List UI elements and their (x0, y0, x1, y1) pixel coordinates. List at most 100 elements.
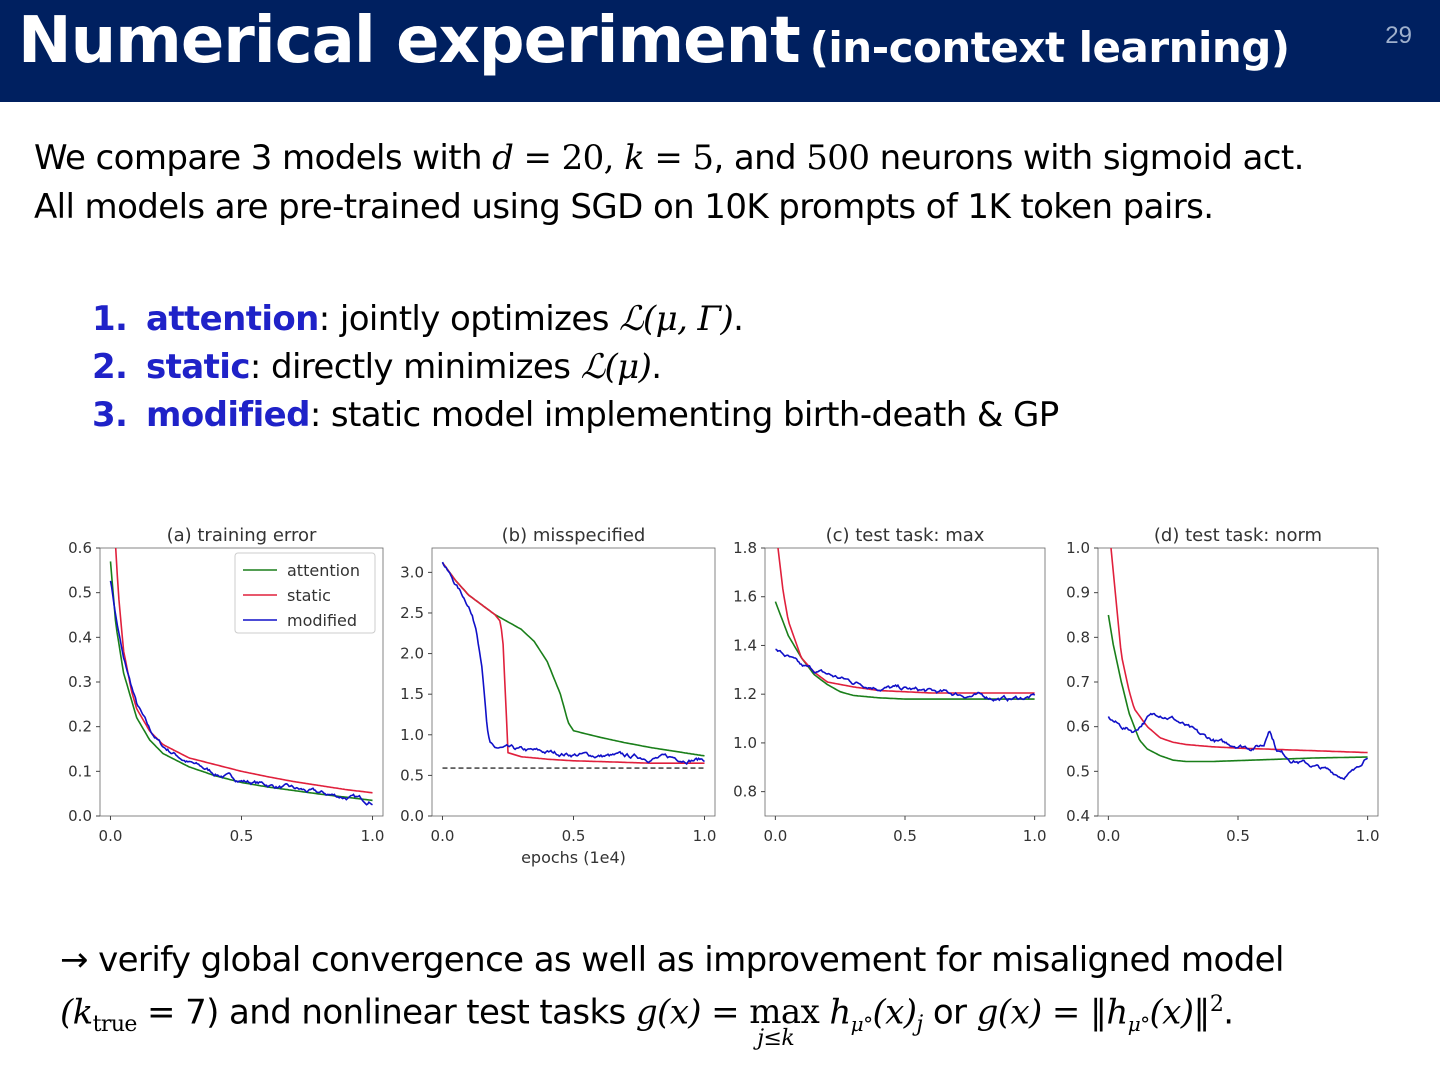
math-h: h (819, 992, 851, 1033)
x-tick-label: 0.5 (230, 827, 254, 845)
x-tick-label: 1.0 (693, 827, 717, 845)
math-sub-true: true (92, 1012, 138, 1038)
math-norm-arg: (x)‖ (1149, 992, 1211, 1033)
x-tick-label: 0.0 (99, 827, 123, 845)
chart-figure: (a) training error 0.0 0.5 1.0 0.0 0.1 0.2 0.3 0… (68, 525, 1380, 867)
y-tick-label: 1.0 (400, 726, 424, 744)
intro-line-1: We compare 3 models with d = 20, k = 5, … (34, 138, 1304, 178)
math-eq-5: = 5 (644, 138, 714, 178)
model-number: 2. (92, 347, 128, 387)
y-tick-label: 0.8 (733, 783, 757, 801)
title-bar: Numerical experiment (in-context learning… (0, 0, 1440, 102)
y-tick-label: 0.7 (1066, 673, 1090, 691)
y-tick-label: 0.9 (1066, 584, 1090, 602)
intro-text-a: We compare 3 models with (34, 138, 493, 178)
legend-label-modified: modified (287, 611, 357, 630)
math-h-sub: μ° (850, 1012, 873, 1037)
y-tick-label: 0.8 (1066, 628, 1090, 646)
conclusion-line-1: → verify global convergence as well as i… (60, 940, 1284, 980)
y-tick-label: 0.5 (68, 584, 92, 602)
y-tick-label: 0.5 (400, 766, 424, 784)
model-number: 3. (92, 395, 128, 435)
slide-title-main: Numerical experiment (18, 4, 801, 78)
model-item-attention: 1. attention: jointly optimizes ℒ(μ, Γ). (92, 299, 744, 339)
series-line-modified (1107, 712, 1369, 781)
y-tick-label: 1.0 (733, 734, 757, 752)
y-tick-label: 0.0 (68, 807, 92, 825)
model-desc: : jointly optimizes (318, 299, 620, 339)
math-h-arg: (x) (872, 992, 917, 1033)
conclusion-or: or (922, 992, 977, 1033)
y-tick-label: 1.6 (733, 588, 757, 606)
math-k-true: (k (60, 992, 93, 1033)
x-tick-label: 0.5 (1226, 827, 1250, 845)
math-max-operator: max j≤k (749, 992, 820, 1051)
y-tick-label: 0.4 (68, 628, 92, 646)
math-eq-20: = 20, (513, 138, 625, 178)
y-tick-label: 3.0 (400, 563, 424, 581)
model-end: . (651, 347, 662, 387)
conclusion-end: . (1223, 992, 1234, 1033)
y-tick-label: 0.2 (68, 718, 92, 736)
math-g-max: g(x) = (635, 992, 750, 1033)
math-max: max (749, 992, 820, 1033)
chart-title: (b) misspecified (502, 525, 646, 546)
model-item-modified: 3. modified: static model implementing bi… (92, 395, 1059, 435)
x-tick-label: 1.0 (1023, 827, 1047, 845)
math-sup-2: 2 (1209, 992, 1224, 1017)
math-d: d (492, 138, 514, 178)
x-tick-label: 0.5 (562, 827, 586, 845)
math-h2-sub: μ° (1127, 1012, 1150, 1037)
math-500: 500 (806, 138, 870, 178)
series-line-attention (1107, 614, 1368, 763)
model-desc: : directly minimizes (249, 347, 581, 387)
series-line-static (441, 562, 705, 764)
y-tick-label: 2.5 (400, 604, 424, 622)
y-tick-label: 0.3 (68, 673, 92, 691)
legend-box (234, 552, 376, 634)
intro-text-b: , and (713, 138, 807, 178)
conclusion-line-2: (ktrue = 7) and nonlinear test tasks g(x… (60, 992, 1234, 1051)
model-name: static (146, 347, 251, 387)
model-name: modified (146, 395, 310, 435)
legend-label-static: static (287, 586, 331, 605)
math-j-sub: j (916, 1012, 923, 1038)
x-tick-label: 0.0 (431, 827, 455, 845)
x-axis-label: epochs (1e4) (521, 848, 626, 867)
charts-panel: (a) training error 0.0 0.5 1.0 0.0 0.1 0.2 0.3 0… (48, 510, 1398, 880)
chart-title: (c) test task: max (826, 525, 985, 546)
model-item-static: 2. static: directly minimizes ℒ(μ). (92, 347, 662, 387)
x-tick-label: 0.0 (763, 827, 787, 845)
y-tick-label: 1.8 (733, 539, 757, 557)
x-tick-label: 0.0 (1096, 827, 1120, 845)
y-tick-label: 0.5 (1066, 762, 1090, 780)
conclusion-text-b: = 7) and nonlinear test tasks (136, 992, 636, 1033)
y-tick-label: 1.2 (733, 685, 757, 703)
y-tick-label: 1.0 (1066, 539, 1090, 557)
intro-line-2: All models are pre-trained using SGD on … (34, 187, 1214, 227)
series-line-static (777, 548, 1035, 694)
y-tick-label: 0.0 (400, 807, 424, 825)
y-tick-label: 0.4 (1066, 807, 1090, 825)
slide-title-sub: (in-context learning) (809, 23, 1290, 72)
model-math: ℒ(μ, Γ) (619, 299, 734, 339)
model-end: . (733, 299, 744, 339)
chart-title: (d) test task: norm (1154, 525, 1322, 546)
model-math: ℒ(μ) (580, 347, 652, 387)
math-k: k (624, 138, 645, 178)
slide-title: Numerical experiment (in-context learning… (18, 4, 1290, 78)
x-tick-label: 1.0 (1356, 827, 1380, 845)
series-line-modified (441, 561, 705, 766)
math-max-sub: j≤k (757, 1026, 795, 1052)
legend-label-attention: attention (287, 561, 360, 580)
y-tick-label: 2.0 (400, 645, 424, 663)
y-tick-label: 0.6 (1066, 718, 1090, 736)
y-tick-label: 0.1 (68, 762, 92, 780)
series-line-modified (109, 580, 373, 806)
y-tick-label: 0.6 (68, 539, 92, 557)
math-g-norm: g(x) = ‖h (976, 992, 1129, 1033)
page-number: 29 (1385, 22, 1412, 49)
chart-plot-area (764, 547, 1046, 817)
intro-text-c: neurons with sigmoid act. (869, 138, 1305, 178)
chart-plot-area (431, 547, 716, 817)
